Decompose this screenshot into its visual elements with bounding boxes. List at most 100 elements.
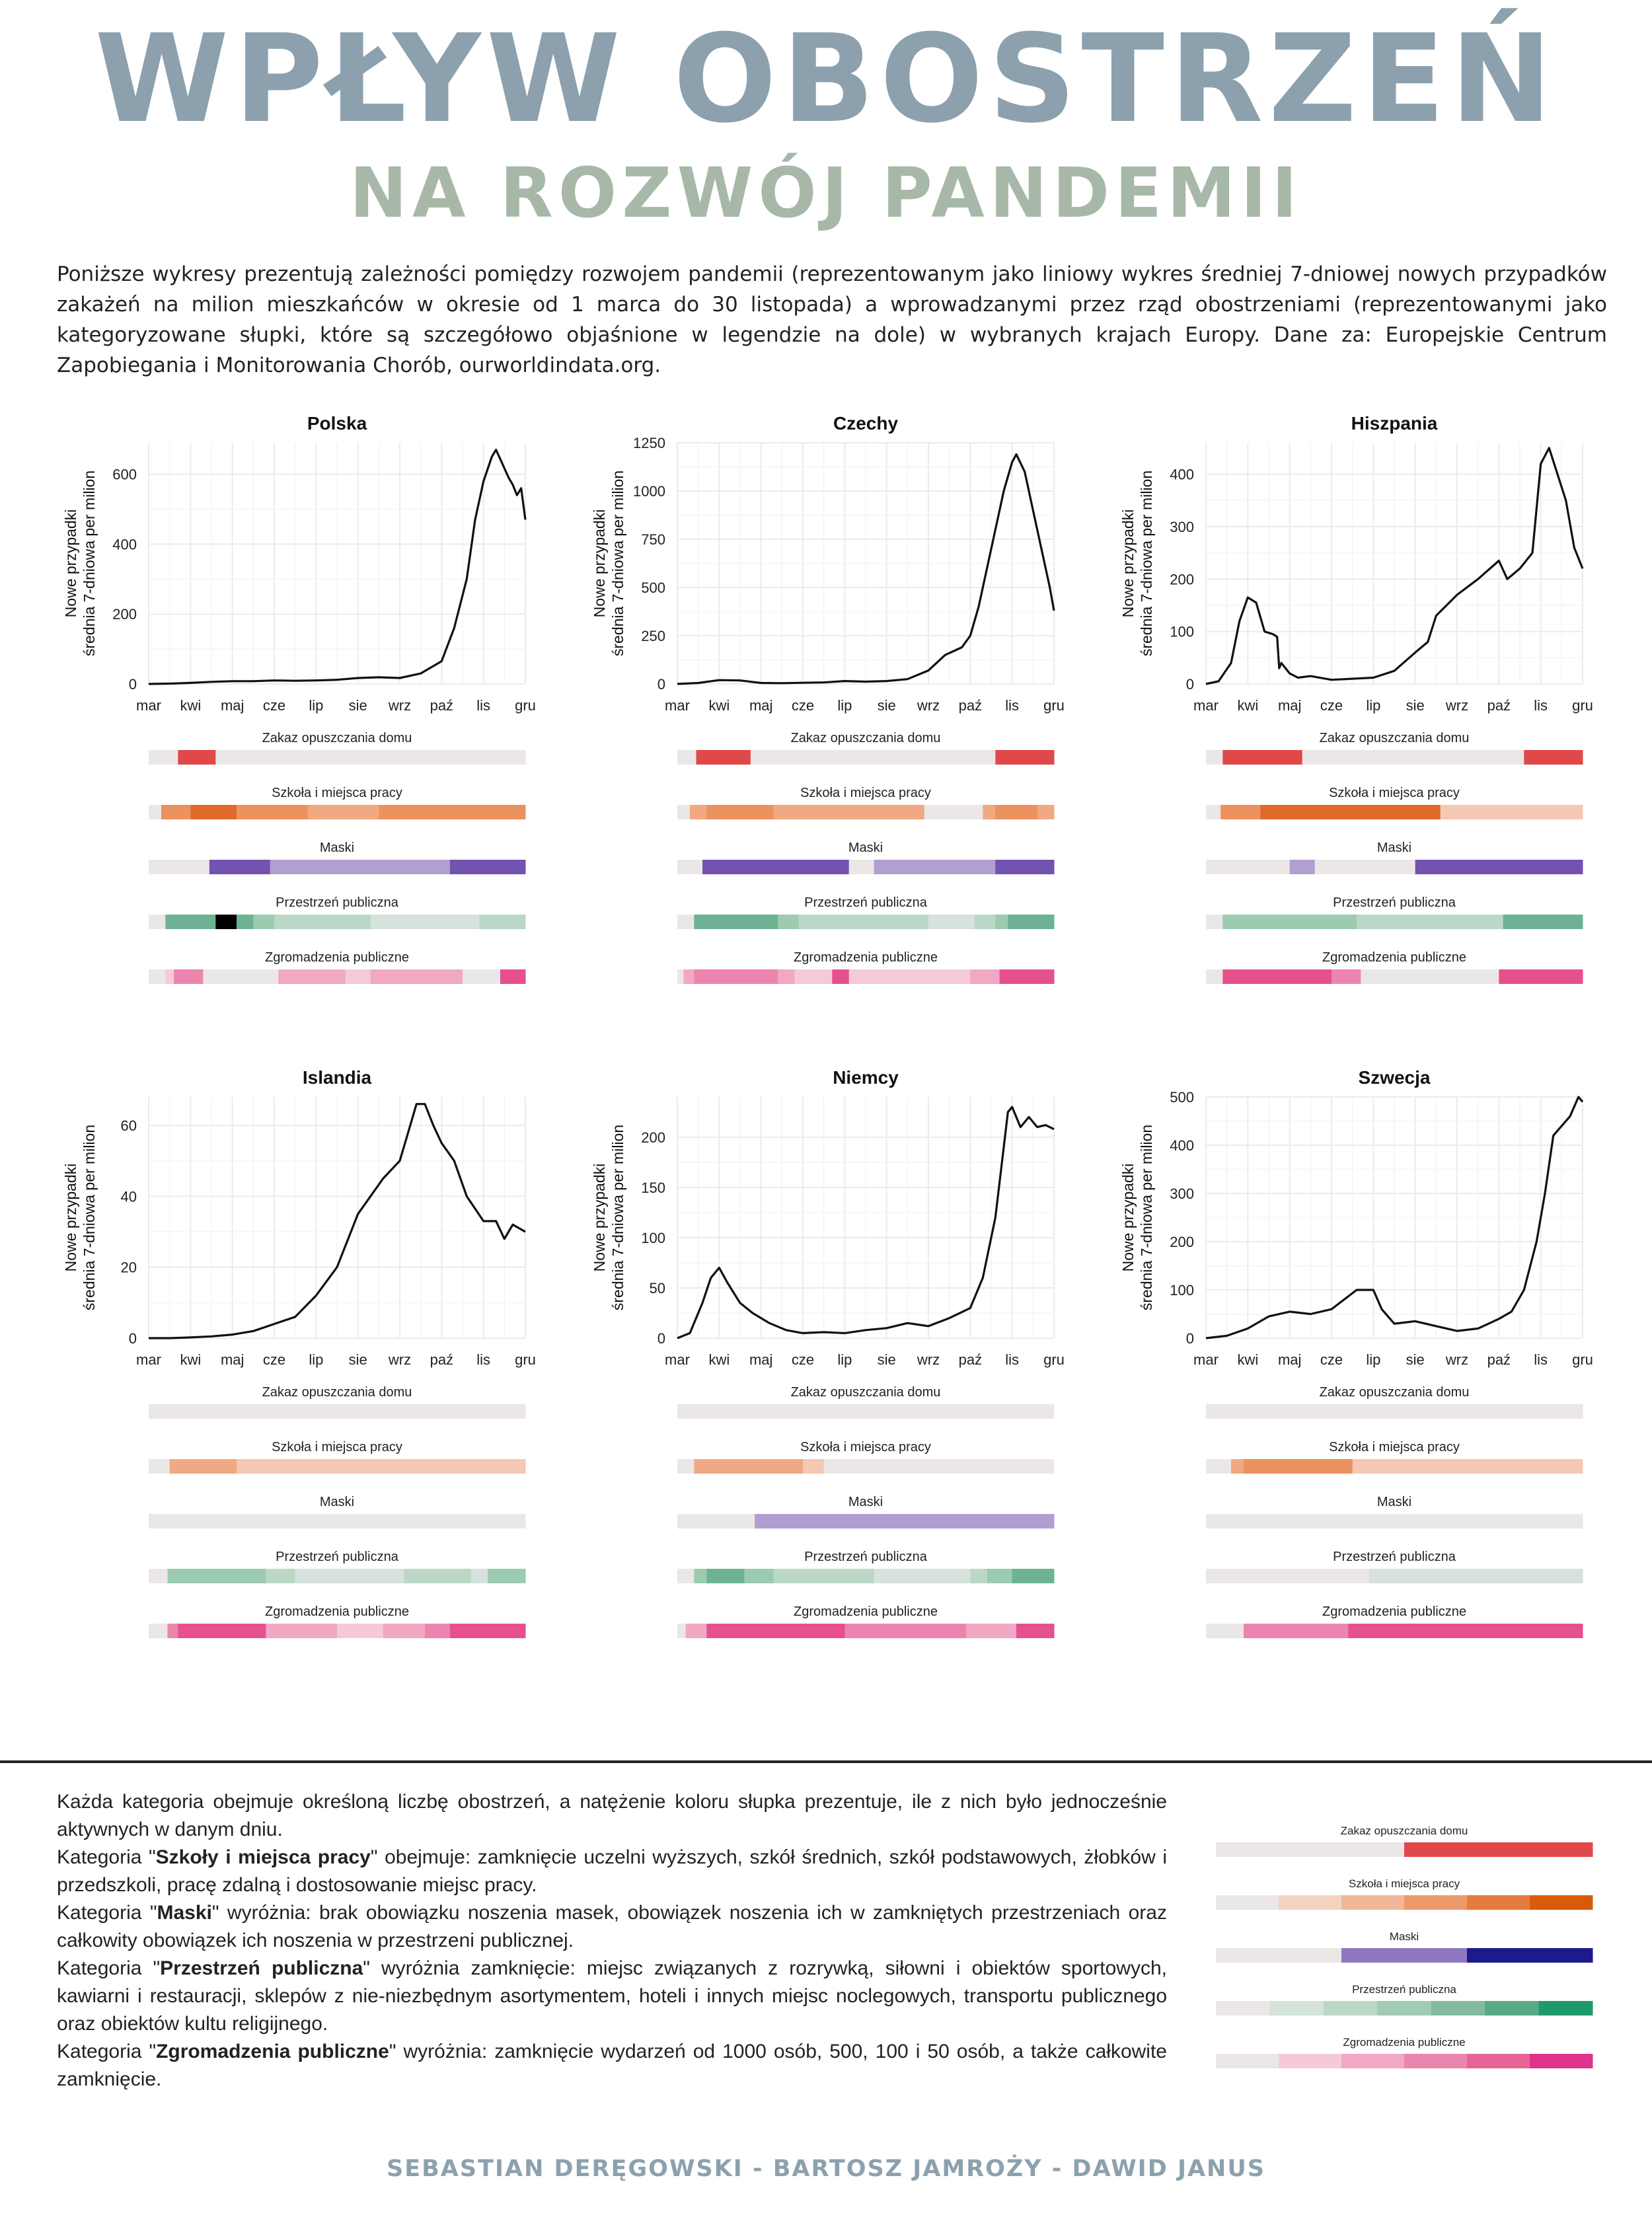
restriction-label-masks: Maski xyxy=(320,841,354,855)
restriction-segment-gatherings xyxy=(266,1624,338,1638)
restriction-segment-public-space xyxy=(1206,1569,1370,1583)
restriction-label-public-space: Przestrzeń publiczna xyxy=(276,1550,399,1564)
restriction-segment-gatherings xyxy=(848,969,971,984)
x-tick-label: cze xyxy=(263,697,285,714)
x-tick-label: maj xyxy=(221,697,244,714)
y-tick-label: 50 xyxy=(650,1280,665,1297)
restriction-segment-home-ban xyxy=(1524,750,1583,765)
restriction-segment-gatherings xyxy=(1332,969,1361,984)
y-tick-label: 500 xyxy=(641,580,665,596)
series-line xyxy=(677,1106,1055,1339)
restriction-segment-public-space xyxy=(778,915,800,929)
restriction-segment-school-work xyxy=(1244,1459,1353,1474)
restriction-segment-gatherings xyxy=(1222,969,1332,984)
restriction-segment-school-work xyxy=(983,805,996,819)
x-tick-label: lis xyxy=(1005,1351,1019,1368)
restriction-label-school-work: Szkoła i miejsca pracy xyxy=(272,1440,402,1454)
chart-polska-svg: Polska mar kwi maj cze lip sie wrz paź lis gru 0 200… xyxy=(62,413,536,984)
restriction-segment-gatherings xyxy=(174,969,204,984)
restriction-segment-public-space xyxy=(974,915,996,929)
restriction-segment-gatherings xyxy=(370,969,463,984)
restriction-segment-gatherings xyxy=(694,969,778,984)
restriction-label-home-ban: Zakaz opuszczania domu xyxy=(1320,731,1470,745)
restriction-segment-school-work xyxy=(773,805,925,819)
restriction-segment-school-work xyxy=(1037,805,1055,819)
restriction-segment-gatherings xyxy=(1361,969,1499,984)
restriction-segment-gatherings xyxy=(178,1624,266,1638)
restriction-segment-home-ban xyxy=(178,750,216,765)
restriction-label-school-work: Szkoła i miejsca pracy xyxy=(1329,1440,1460,1454)
legend-scale-step xyxy=(1404,2054,1468,2068)
chart-islandia: Islandia mar kwi maj cze lip sie wrz paź lis gru 0 2… xyxy=(40,1057,542,1665)
y-tick-label: 1000 xyxy=(633,483,665,500)
restriction-segment-masks xyxy=(1314,860,1416,874)
y-tick-label: 0 xyxy=(1186,676,1194,693)
x-tick-label: maj xyxy=(1278,1351,1301,1368)
restriction-segment-school-work xyxy=(169,1459,237,1474)
chart-title: Niemcy xyxy=(833,1067,899,1088)
restriction-segment-masks xyxy=(209,860,271,874)
restriction-segment-public-space xyxy=(677,1569,695,1583)
y-tick-label: 0 xyxy=(657,1330,665,1347)
restriction-segment-public-space xyxy=(470,1569,488,1583)
y-tick-label: 250 xyxy=(641,628,665,644)
restriction-label-gatherings: Zgromadzenia publiczne xyxy=(794,950,938,965)
restriction-segment-gatherings xyxy=(203,969,279,984)
y-tick-label: 40 xyxy=(121,1188,137,1205)
legend-paragraph: Każda kategoria obejmuje określoną liczb… xyxy=(57,1791,1167,1840)
y-tick-label: 150 xyxy=(641,1180,665,1196)
restriction-label-home-ban: Zakaz opuszczania domu xyxy=(1320,1385,1470,1400)
restriction-segment-gatherings xyxy=(1206,1624,1244,1638)
x-tick-label: maj xyxy=(1278,697,1301,714)
restriction-label-gatherings: Zgromadzenia publiczne xyxy=(1322,950,1466,965)
restriction-segment-public-space xyxy=(694,915,778,929)
restriction-segment-public-space xyxy=(167,1569,266,1583)
y-tick-label: 0 xyxy=(657,676,665,693)
restriction-segment-masks xyxy=(270,860,451,874)
restriction-segment-public-space xyxy=(266,1569,296,1583)
chart-polska: Polska mar kwi maj cze lip sie wrz paź lis gru 0 200… xyxy=(40,403,542,1011)
restriction-label-public-space: Przestrzeń publiczna xyxy=(1333,895,1456,910)
y-tick-label: 1250 xyxy=(633,435,665,451)
x-tick-label: lip xyxy=(309,1351,323,1368)
restriction-segment-gatherings xyxy=(383,1624,426,1638)
restriction-segment-public-space xyxy=(874,1569,971,1583)
restriction-segment-school-work xyxy=(1206,805,1221,819)
restriction-segment-public-space xyxy=(928,915,975,929)
x-tick-label: paź xyxy=(430,697,453,714)
legend-scale-label: Zakaz opuszczania domu xyxy=(1341,1825,1468,1837)
restriction-segment-public-space xyxy=(237,915,254,929)
restriction-segment-gatherings xyxy=(463,969,501,984)
y-tick-label: 400 xyxy=(1170,1137,1194,1154)
x-tick-label: cze xyxy=(792,697,814,714)
restriction-segment-gatherings xyxy=(425,1624,451,1638)
x-tick-label: gru xyxy=(515,1351,536,1368)
restriction-label-school-work: Szkoła i miejsca pracy xyxy=(800,1440,931,1454)
x-tick-label: lip xyxy=(309,697,323,714)
restriction-segment-gatherings xyxy=(1206,969,1223,984)
y-tick-label: 0 xyxy=(1186,1330,1194,1347)
x-tick-label: cze xyxy=(1320,697,1343,714)
legend-scale-step xyxy=(1404,1895,1468,1910)
legend-scale-step xyxy=(1216,2001,1270,2016)
restriction-segment-masks xyxy=(450,860,526,874)
restriction-segment-gatherings xyxy=(1348,1624,1583,1638)
legend-scale-step xyxy=(1485,2001,1540,2016)
restriction-segment-masks xyxy=(995,860,1055,874)
restriction-segment-public-space xyxy=(995,915,1008,929)
restriction-segment-masks xyxy=(149,1514,526,1528)
x-tick-label: maj xyxy=(749,697,772,714)
x-tick-label: wrz xyxy=(388,1351,411,1368)
restriction-label-gatherings: Zgromadzenia publiczne xyxy=(794,1604,938,1619)
restriction-segment-school-work xyxy=(677,805,691,819)
restriction-segment-gatherings xyxy=(966,1624,1017,1638)
x-tick-label: mar xyxy=(1193,697,1219,714)
restriction-segment-school-work xyxy=(924,805,983,819)
restriction-segment-gatherings xyxy=(167,1624,178,1638)
x-tick-label: wrz xyxy=(917,1351,940,1368)
series-line xyxy=(1205,1096,1584,1339)
restriction-label-school-work: Szkoła i miejsca pracy xyxy=(1329,786,1460,800)
restriction-label-public-space: Przestrzeń publiczna xyxy=(804,1550,928,1564)
restriction-segment-school-work xyxy=(823,1459,1055,1474)
restriction-segment-gatherings xyxy=(999,969,1055,984)
